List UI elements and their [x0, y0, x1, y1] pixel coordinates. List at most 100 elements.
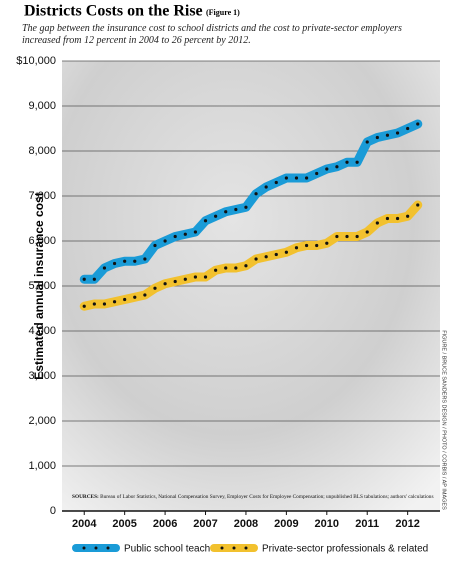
y-tick-label: 1,000	[28, 460, 56, 472]
legend-item: Public school teachers	[72, 544, 224, 555]
sources-box: SOURCES: Bureau of Labor Statistics, Nat…	[72, 494, 434, 500]
data-point	[385, 216, 390, 221]
data-point	[284, 250, 288, 254]
legend-dot	[220, 546, 224, 550]
data-point	[254, 192, 258, 196]
sources: Bureau of Labor Statistics, National Com…	[100, 494, 434, 500]
data-point	[82, 277, 86, 281]
data-point	[416, 203, 420, 207]
data-point	[214, 214, 218, 218]
data-point	[102, 266, 107, 270]
data-point	[416, 122, 420, 126]
data-point	[304, 243, 309, 248]
data-point	[335, 234, 339, 239]
data-point	[365, 140, 369, 144]
data-point	[274, 252, 278, 257]
credit: FIGURE / BRUCE SANDERS DESIGN / PHOTO / …	[441, 330, 447, 510]
x-tick-label: 2006	[153, 518, 177, 530]
data-point	[143, 293, 147, 297]
legend-item: Private-sector professionals & related	[210, 544, 428, 555]
data-point	[406, 126, 410, 131]
data-point	[112, 300, 117, 304]
y-axis-label: Estimated annual insurance cost	[32, 192, 46, 379]
subtitle: The gap between the insurance cost to sc…	[22, 23, 402, 46]
x-tick-label: 2009	[274, 518, 298, 530]
title-note: (Figure 1)	[206, 8, 240, 17]
y-tick-label: 3,000	[28, 370, 56, 382]
data-point	[375, 135, 379, 140]
data-point	[153, 243, 157, 248]
data-point	[143, 257, 147, 261]
data-point	[315, 243, 319, 248]
x-tick-label: 2004	[72, 518, 97, 530]
data-point	[325, 241, 329, 245]
data-point	[385, 133, 390, 137]
data-point	[234, 266, 238, 270]
data-point	[234, 207, 238, 212]
y-tick-label: 4,000	[28, 325, 56, 337]
data-point	[173, 234, 177, 239]
data-point	[183, 232, 187, 236]
x-tick-label: 2005	[112, 518, 136, 530]
data-point	[193, 230, 198, 234]
data-point	[264, 255, 268, 259]
data-point	[315, 171, 319, 176]
data-point	[163, 282, 167, 286]
y-tick-label: 9,000	[28, 100, 56, 112]
data-point	[133, 259, 137, 263]
legend-dot	[106, 546, 110, 550]
sources-label: SOURCES:	[72, 494, 99, 500]
data-point	[244, 205, 248, 209]
data-point	[365, 230, 369, 234]
data-point	[406, 214, 410, 218]
series-line	[79, 119, 423, 284]
legend-dot	[244, 546, 248, 550]
x-tick-label: 2008	[234, 518, 258, 530]
data-point	[153, 286, 157, 290]
data-point	[123, 297, 127, 302]
data-point	[214, 268, 218, 272]
data-point	[112, 261, 117, 266]
data-point	[325, 167, 329, 171]
data-point	[274, 180, 278, 185]
data-point	[82, 304, 86, 308]
subtitle-box: The gap between the insurance cost to sc…	[22, 23, 402, 46]
x-tick-label: 2007	[193, 518, 217, 530]
data-point	[335, 165, 339, 169]
data-point	[92, 302, 96, 306]
data-point	[254, 257, 258, 261]
legend-dot	[232, 546, 236, 550]
x-tick-label: 2011	[355, 518, 379, 530]
data-point	[395, 131, 400, 135]
legend-dot	[82, 546, 86, 550]
data-point	[203, 275, 208, 279]
legend-label: Public school teachers	[124, 544, 224, 555]
data-point	[284, 176, 288, 180]
data-point	[92, 277, 96, 281]
y-tick-label: 6,000	[28, 235, 56, 247]
data-point	[395, 216, 400, 221]
x-tick-label: 2010	[315, 518, 339, 530]
chart-title: Districts Costs on the Rise	[24, 3, 203, 20]
data-point	[294, 176, 299, 180]
data-point	[244, 264, 248, 268]
series-line	[79, 200, 423, 311]
data-point	[264, 185, 268, 189]
data-point	[183, 277, 187, 281]
data-point	[203, 219, 208, 223]
data-point	[133, 295, 137, 299]
legend-label: Private-sector professionals & related	[262, 544, 428, 555]
data-point	[345, 234, 349, 239]
legend-dot	[94, 546, 98, 550]
y-tick-label: 5,000	[28, 280, 56, 292]
data-point	[193, 275, 198, 279]
data-point	[355, 160, 359, 164]
data-point	[224, 266, 228, 270]
y-tick-label: 0	[50, 505, 56, 517]
data-point	[163, 239, 167, 243]
x-tick-label: 2012	[395, 518, 419, 530]
data-point	[345, 160, 349, 164]
data-point	[102, 302, 107, 306]
data-point	[224, 210, 228, 214]
